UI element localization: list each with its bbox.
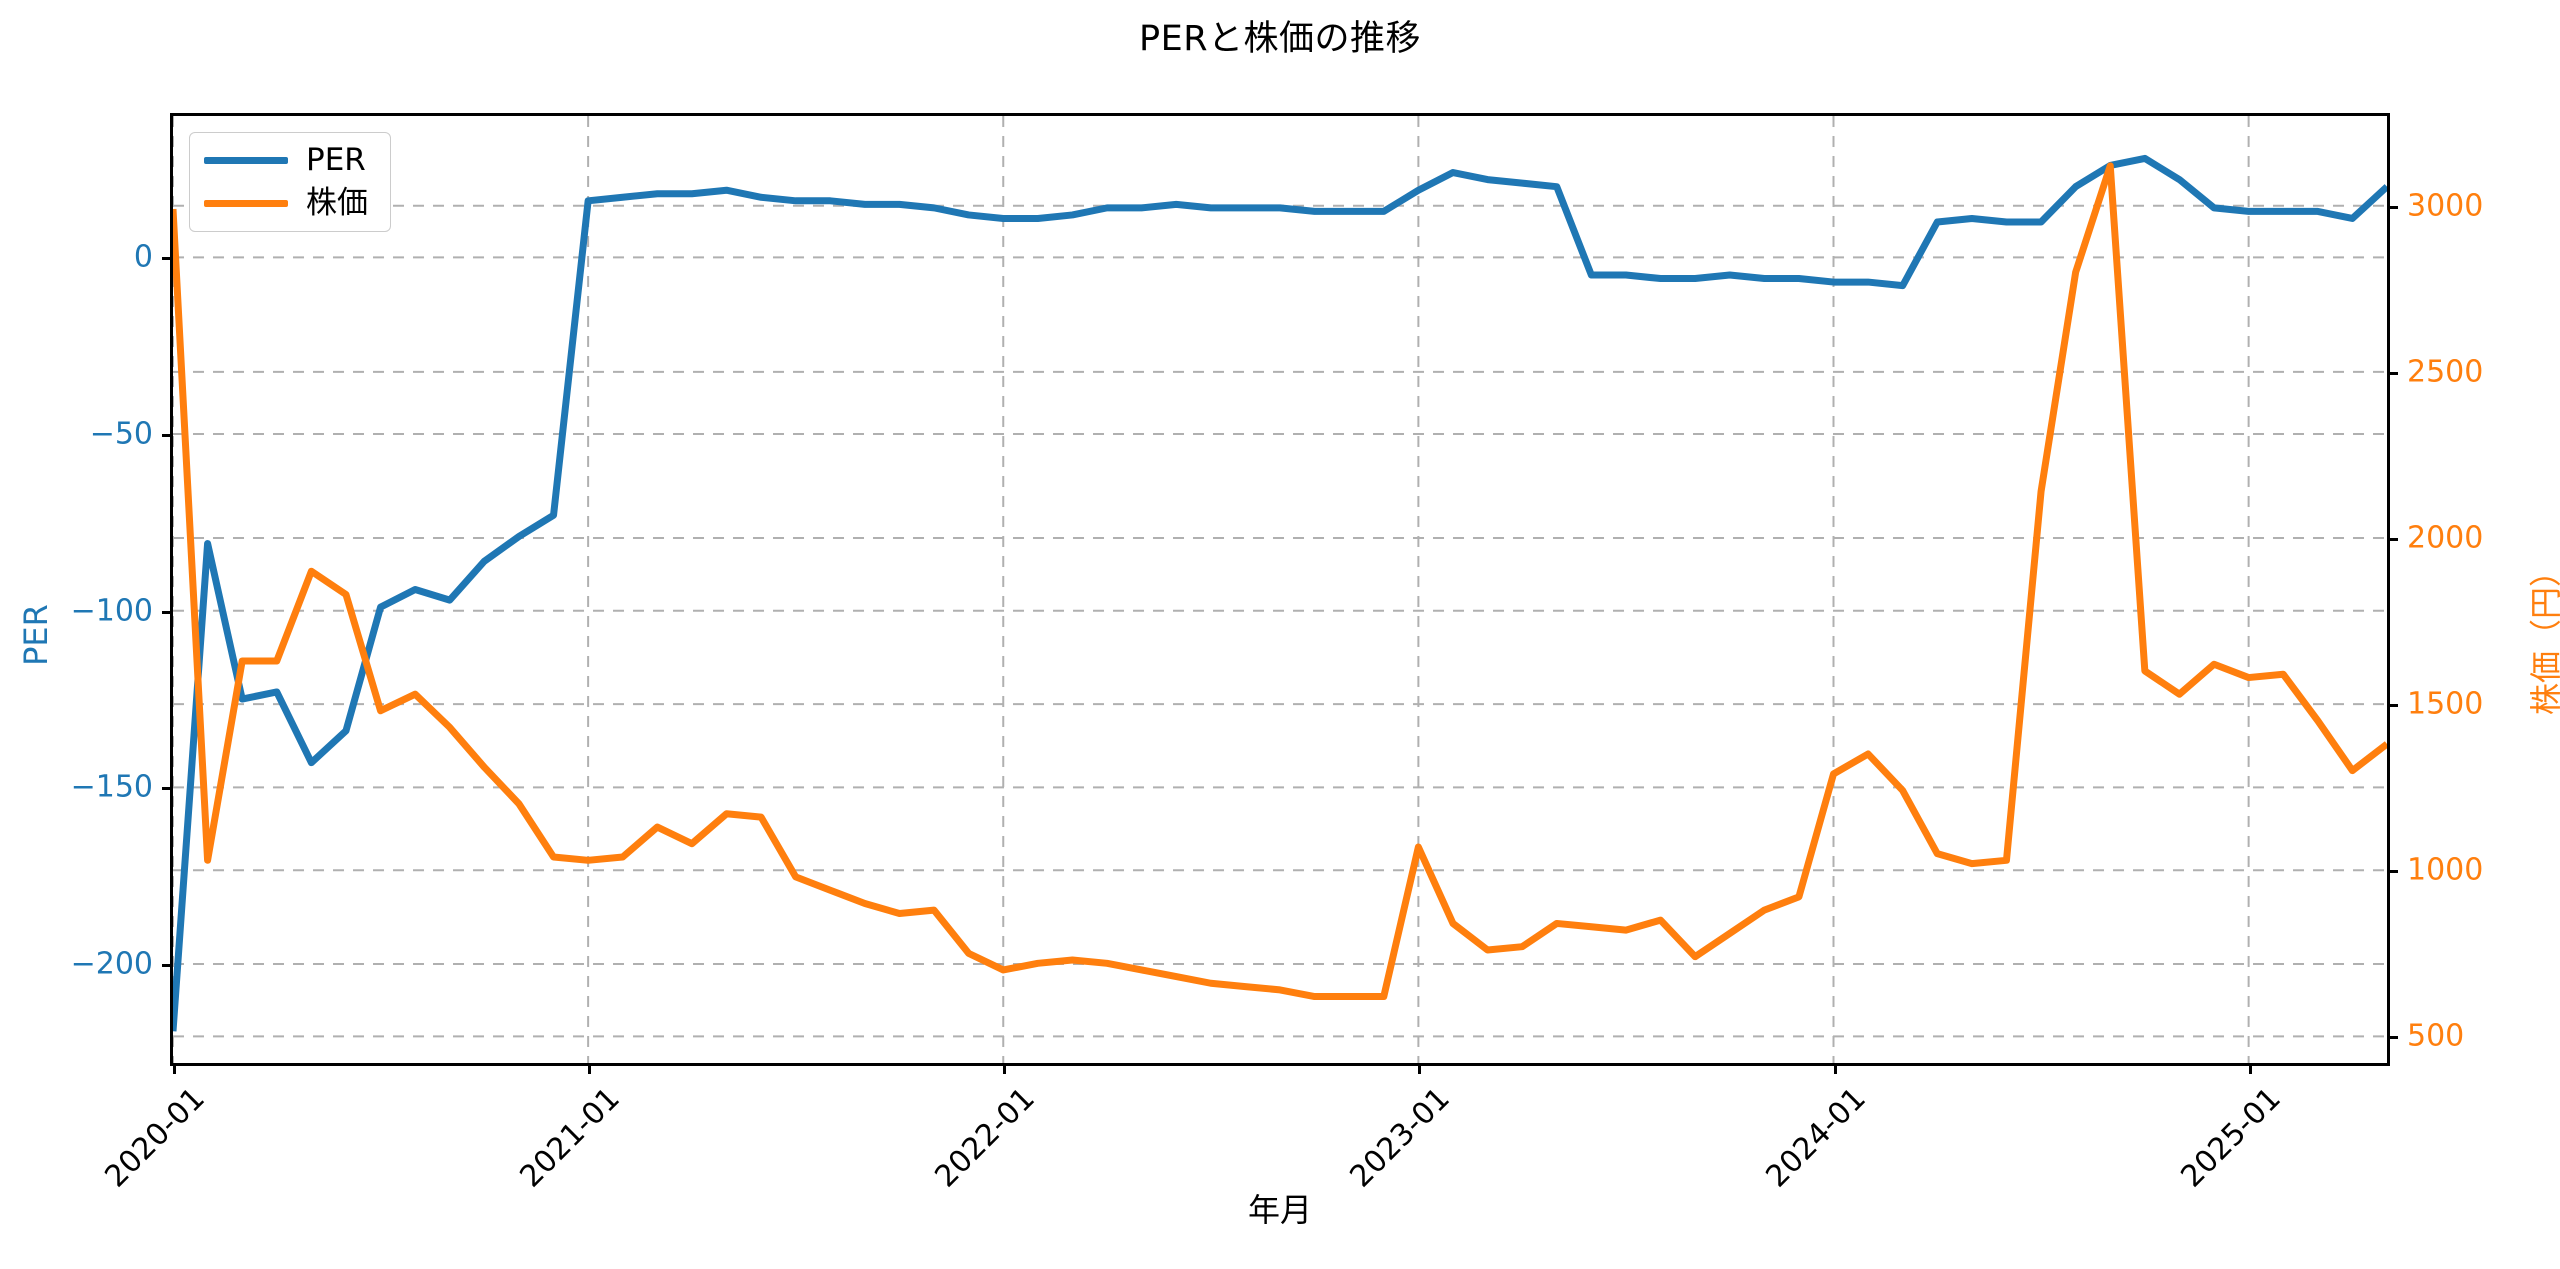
legend-item-kabuka[interactable]: 株価 bbox=[204, 188, 368, 219]
y-axis-right-title: 株価（円） bbox=[2527, 554, 2560, 715]
legend-swatch-per bbox=[204, 157, 288, 164]
x-tick bbox=[2248, 1063, 2252, 1074]
x-tick-label: 2023-01 bbox=[1343, 1081, 1458, 1195]
y-tick-left bbox=[162, 434, 173, 438]
plot-area: PER 株価 0 −50 −100 −150 −200 500 1000 1500 2000 25… bbox=[71, 113, 2483, 1194]
y-tick-left bbox=[162, 964, 173, 968]
x-tick bbox=[588, 1063, 592, 1074]
y-tick-label-left: −100 bbox=[70, 593, 153, 629]
y-tick-right bbox=[2387, 704, 2398, 708]
y-tick-label-right: 3000 bbox=[2407, 188, 2484, 224]
y-tick-label-right: 1500 bbox=[2407, 686, 2484, 722]
y-tick-left bbox=[162, 257, 173, 261]
chart-title: PERと株価の推移 bbox=[1138, 19, 1422, 59]
x-tick-label: 2025-01 bbox=[2173, 1081, 2288, 1195]
legend-label-kabuka: 株価 bbox=[306, 185, 368, 221]
x-axis-title: 年月 bbox=[1247, 1191, 1312, 1229]
y-tick-right bbox=[2387, 870, 2398, 874]
y-tick-label-right: 2000 bbox=[2407, 520, 2484, 556]
y-tick-label-right: 500 bbox=[2407, 1018, 2465, 1054]
y-tick-label-left: −200 bbox=[70, 946, 153, 982]
y-tick-left bbox=[162, 610, 173, 614]
x-tick-label: 2020-01 bbox=[98, 1081, 212, 1195]
x-tick bbox=[1003, 1063, 1007, 1074]
legend-swatch-kabuka bbox=[204, 200, 288, 207]
y-tick-right bbox=[2387, 537, 2398, 541]
series-line-PER bbox=[173, 158, 2387, 1031]
y-tick-label-left: −150 bbox=[70, 769, 153, 805]
y-tick-label-right: 2500 bbox=[2407, 354, 2484, 390]
y-tick-right bbox=[2387, 1036, 2398, 1040]
gridlines bbox=[173, 116, 2387, 1063]
y-tick-right bbox=[2387, 205, 2398, 209]
x-tick bbox=[1833, 1063, 1837, 1074]
x-tick-label: 2022-01 bbox=[928, 1081, 1042, 1195]
y-tick-left bbox=[162, 787, 173, 791]
y-tick-label-left: 0 bbox=[133, 239, 153, 275]
y-tick-label-left: −50 bbox=[89, 416, 153, 452]
x-tick bbox=[173, 1063, 176, 1074]
legend: PER 株価 bbox=[189, 132, 391, 232]
x-tick-label: 2021-01 bbox=[513, 1081, 627, 1195]
x-tick-label: 2024-01 bbox=[1758, 1081, 1873, 1195]
legend-item-per[interactable]: PER bbox=[204, 145, 368, 176]
series-line-株価 bbox=[173, 166, 2387, 997]
data-series bbox=[173, 116, 2387, 1063]
x-tick bbox=[1418, 1063, 1422, 1074]
y-tick-right bbox=[2387, 371, 2398, 375]
y-axis-left-title: PER bbox=[17, 603, 55, 666]
legend-label-per: PER bbox=[306, 142, 366, 178]
y-tick-label-right: 1000 bbox=[2407, 852, 2484, 888]
